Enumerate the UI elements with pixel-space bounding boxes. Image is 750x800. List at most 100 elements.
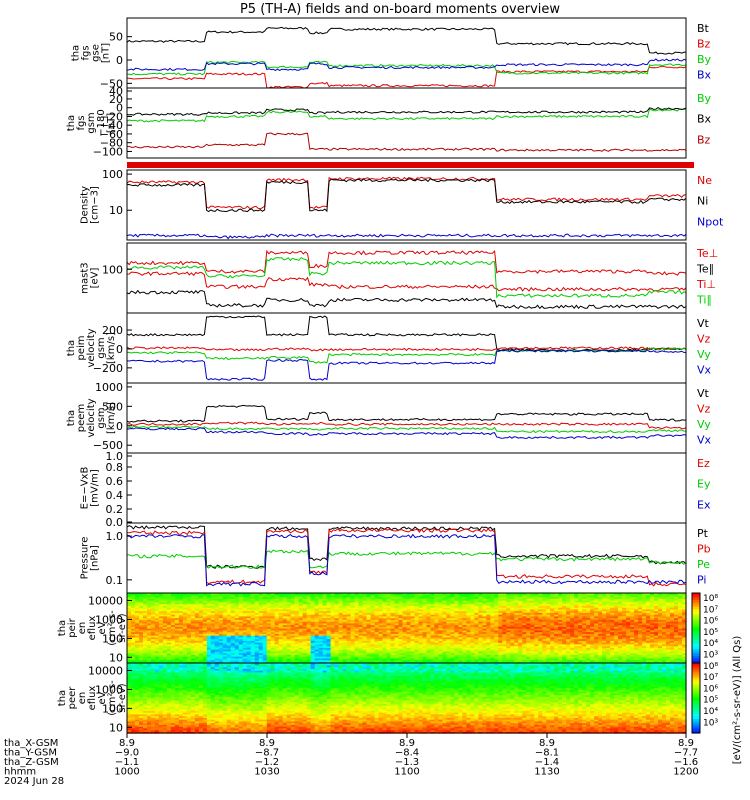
spectrogram-cell bbox=[206, 650, 212, 654]
spectrogram-cell bbox=[394, 642, 400, 645]
spectrogram-cell bbox=[354, 601, 360, 605]
spectrogram-cell bbox=[594, 600, 599, 603]
y-axis-label-line: gse bbox=[91, 44, 102, 62]
spectrogram-cell bbox=[530, 628, 535, 631]
spectrogram-cell bbox=[486, 612, 491, 615]
spectrogram-cell bbox=[166, 659, 172, 662]
spectrogram-cell bbox=[498, 615, 503, 619]
spectrogram-cell bbox=[354, 594, 360, 598]
spectrogram-cell bbox=[238, 605, 244, 608]
spectrogram-cell bbox=[550, 612, 555, 615]
spectrogram-cell bbox=[314, 605, 320, 608]
spectrogram-cell bbox=[526, 598, 531, 601]
spectrogram-cell bbox=[394, 614, 400, 617]
spectrogram-cell bbox=[194, 631, 200, 634]
spectrogram-cell bbox=[131, 629, 136, 633]
spectrogram-cell bbox=[186, 629, 192, 633]
spectrogram-cell bbox=[398, 594, 404, 598]
spectrogram-cell bbox=[454, 601, 459, 605]
spectrogram-cell bbox=[334, 635, 340, 638]
spectrogram-cell bbox=[226, 654, 232, 657]
spectrogram-cell bbox=[330, 635, 336, 638]
spectrogram-cell bbox=[566, 635, 571, 638]
spectrogram-cell bbox=[606, 615, 611, 619]
spectrogram-cell bbox=[226, 622, 232, 626]
spectrogram-cell bbox=[214, 626, 220, 629]
spectrogram-cell bbox=[434, 643, 439, 647]
spectrogram-cell bbox=[586, 626, 591, 629]
spectrogram-cell bbox=[422, 600, 428, 603]
spectrogram-cell bbox=[147, 608, 152, 612]
spectrogram-cell bbox=[170, 610, 176, 613]
spectrogram-cell bbox=[518, 607, 523, 610]
spectrogram-cell bbox=[358, 607, 364, 610]
spectrogram-cell bbox=[478, 633, 483, 636]
spectrogram-cell bbox=[178, 615, 184, 619]
series-line-Bx bbox=[126, 58, 687, 71]
spectrogram-cell bbox=[510, 610, 515, 613]
spectrogram-cell bbox=[382, 654, 388, 657]
spectrogram-cell bbox=[390, 598, 396, 601]
spectrogram-cell bbox=[358, 598, 364, 601]
spectrogram-cell bbox=[578, 608, 583, 612]
spectrogram-cell bbox=[270, 608, 276, 612]
spectrogram-cell bbox=[582, 607, 587, 610]
spectrogram-cell bbox=[338, 608, 344, 612]
spectrogram-cell bbox=[450, 614, 455, 617]
spectrogram-cell bbox=[606, 629, 611, 633]
spectrogram-cell bbox=[458, 608, 463, 612]
spectrogram-cell bbox=[514, 612, 519, 615]
spectrogram-cell bbox=[286, 594, 292, 598]
spectrogram-cell bbox=[222, 608, 228, 612]
spectrogram-cell bbox=[526, 615, 531, 619]
spectrogram-cell bbox=[170, 635, 176, 638]
spectrogram-cell bbox=[390, 657, 396, 661]
spectrogram-cell bbox=[274, 629, 280, 633]
spectrogram-cell bbox=[382, 624, 388, 627]
spectrogram-cell bbox=[530, 621, 535, 624]
spectrogram-cell bbox=[538, 656, 543, 659]
spectrogram-cell bbox=[590, 647, 595, 650]
spectrogram-cell bbox=[518, 601, 523, 605]
spectrogram-cell bbox=[306, 645, 312, 648]
spectrogram-cell bbox=[390, 629, 396, 633]
series-line-Bt bbox=[126, 26, 687, 55]
spectrogram-cell bbox=[322, 638, 328, 641]
spectrogram-cell bbox=[478, 645, 483, 648]
spectrogram-cell bbox=[147, 619, 152, 622]
spectrogram-cell bbox=[378, 619, 384, 622]
spectrogram-cell bbox=[538, 635, 543, 638]
spectrogram-cell bbox=[582, 652, 587, 655]
spectrogram-cell bbox=[382, 659, 388, 662]
spectrogram-cell bbox=[250, 647, 256, 650]
spectrogram-cell bbox=[494, 645, 499, 648]
spectrogram-cell bbox=[386, 649, 392, 652]
spectrogram-cell bbox=[526, 656, 531, 659]
spectrogram-cell bbox=[414, 635, 420, 638]
spectrogram-cell bbox=[486, 600, 491, 603]
spectrogram-cell bbox=[170, 654, 176, 657]
spectrogram-cell bbox=[178, 628, 184, 631]
spectrogram-cell bbox=[238, 636, 244, 640]
spectrogram-cell bbox=[598, 594, 603, 598]
spectrogram-cell bbox=[282, 607, 288, 610]
spectrogram-cell bbox=[546, 622, 551, 626]
spectrogram-cell bbox=[574, 594, 579, 598]
spectrogram-cell bbox=[166, 614, 172, 617]
spectrogram-cell bbox=[586, 659, 591, 662]
spectrogram-cell bbox=[482, 596, 487, 599]
spectrogram-cell bbox=[426, 605, 432, 608]
spectrogram-cell bbox=[282, 642, 288, 645]
spectrogram-cell bbox=[143, 608, 148, 612]
spectrogram-cell bbox=[598, 628, 603, 631]
spectrogram-cell bbox=[598, 600, 603, 603]
spectrogram-cell bbox=[574, 615, 579, 619]
spectrogram-cell bbox=[450, 622, 455, 626]
spectrogram-cell bbox=[294, 628, 300, 631]
spectrogram-cell bbox=[143, 633, 148, 636]
spectrogram-cell bbox=[462, 647, 467, 650]
spectrogram-cell bbox=[514, 645, 519, 648]
spectrogram-cell bbox=[546, 600, 551, 603]
spectrogram-cell bbox=[166, 635, 172, 638]
spectrogram-cell bbox=[139, 647, 144, 650]
